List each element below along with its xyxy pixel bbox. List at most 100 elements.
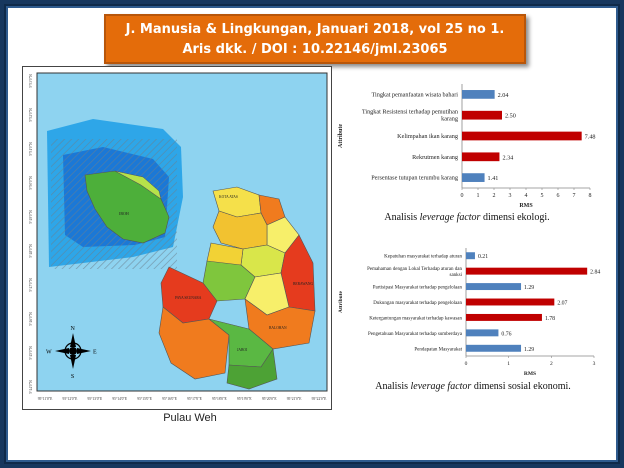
bar <box>466 283 522 291</box>
category-label: Rekrutmen karang <box>412 154 458 161</box>
map-frame <box>36 72 328 392</box>
x-tick-label: 5 <box>541 193 544 199</box>
bar <box>462 90 495 99</box>
y-axis-label: Attribute <box>338 290 344 313</box>
bar-value-label: 0.21 <box>478 254 488 260</box>
x-tick-label: 0 <box>461 193 464 199</box>
map-canvas: 5°53'0"N 5°52'0"N 5°51'0"N 5°50'0"N 5°49'0"N… <box>29 72 328 401</box>
lon-label: 95°16'0"E <box>162 397 178 401</box>
lat-label: 5°48'0"N <box>29 244 33 258</box>
compass-w: W <box>46 350 52 356</box>
lon-label: 95°18'0"E <box>212 397 228 401</box>
x-tick-label: 2 <box>493 193 496 199</box>
region-label-balohan: BALOHAN <box>269 326 287 330</box>
x-tick-label: 6 <box>557 193 560 199</box>
lat-label: 5°51'0"N <box>29 142 33 156</box>
category-label: Ketergantungan masyarakat terhadap kawas… <box>369 316 462 321</box>
lat-label: 5°47'0"N <box>29 278 33 292</box>
category-label: Partisipasi Masyarakat terhadap pengelol… <box>373 286 463 291</box>
bar <box>466 252 475 260</box>
journal-citation: J. Manusia & Lingkungan, Januari 2018, v… <box>125 22 505 37</box>
lon-label: 95°19'0"E <box>237 397 253 401</box>
bar-value-label: 1.41 <box>488 175 499 182</box>
latitude-labels: 5°53'0"N 5°52'0"N 5°51'0"N 5°50'0"N 5°49'0"N… <box>29 74 33 394</box>
ecology-caption: Analisis leverage factor dimensi ekologi… <box>342 212 592 223</box>
category-label: Kelimpahan ikan karang <box>397 133 458 140</box>
lat-label: 5°53'0"N <box>29 74 33 88</box>
category-label: Pendapatan Masyarakat <box>414 347 462 352</box>
ecology-caption-pre: Analisis <box>384 212 420 223</box>
x-tick-label: 7 <box>573 193 576 199</box>
category-label: Pemahaman dengan Lokal Terhadap aturan d… <box>367 267 463 278</box>
journal-banner: J. Manusia & Lingkungan, Januari 2018, v… <box>104 14 526 64</box>
bar-value-label: 2.07 <box>557 301 567 307</box>
region-keuneukai <box>226 348 278 390</box>
category-label: Persentase tutupan terumbu karang <box>371 175 458 182</box>
region-label-berawang: BERAWANG <box>293 282 313 286</box>
region-label-jaboi: JABOI <box>237 348 248 352</box>
bar <box>466 267 588 275</box>
lat-label: 5°50'0"N <box>29 176 33 190</box>
x-tick-label: 3 <box>593 361 596 367</box>
longitude-labels: 95°11'0"E 95°12'0"E 95°13'0"E 95°14'0"E 95°1… <box>38 397 327 401</box>
region-kota-bawah <box>212 210 268 250</box>
lat-label: 5°44'0"N <box>29 380 33 394</box>
bar-value-label: 2.50 <box>505 113 516 120</box>
x-tick-label: 2 <box>550 361 553 367</box>
social-chart: 0 1 2 3 RMS Attribute 0.21 Kepatuhan masyarakat… <box>336 246 604 380</box>
bar <box>462 110 502 120</box>
social-chart-svg: 0 1 2 3 RMS Attribute 0.21 Kepatuhan masyarakat… <box>338 248 600 377</box>
bar-value-label: 0.76 <box>501 331 511 337</box>
lon-label: 95°13'0"E <box>87 397 103 401</box>
bar-value-label: 1.29 <box>524 347 534 353</box>
map-caption: Pulau Weh <box>163 412 217 424</box>
x-tick-label: 1 <box>477 193 480 199</box>
lon-label: 95°15'0"E <box>137 397 153 401</box>
bar <box>466 298 555 306</box>
lat-label: 5°52'0"N <box>29 108 33 122</box>
social-caption: Analisis leverage factor dimensi sosial … <box>342 381 604 392</box>
x-tick-label: 8 <box>589 193 592 199</box>
social-caption-post: dimensi sosial ekonomi. <box>471 381 571 392</box>
region-west-light <box>114 170 162 200</box>
lon-label: 95°12'0"E <box>63 397 79 401</box>
doi-line: Aris dkk. / DOI : 10.22146/jml.23065 <box>182 42 448 57</box>
category-label: Kepatuhan masyarakat terhadap aturan <box>384 255 462 260</box>
lon-label: 95°21'0"E <box>287 397 303 401</box>
x-tick-label: 3 <box>509 193 512 199</box>
compass-e: E <box>93 350 97 356</box>
lat-label: 5°45'0"N <box>29 346 33 360</box>
category-label: Pengetahuan Masyarakat terhadap sumberda… <box>368 332 463 337</box>
bar-value-label: 7.48 <box>585 134 596 141</box>
region-iboih-south <box>158 306 230 380</box>
region-label-kota-atas: KOTA ATAS <box>219 195 238 199</box>
region-label-iboh: IBOH <box>119 211 129 216</box>
ecology-chart-svg: 0 1 2 3 4 5 6 7 8 RMS Attribute 2.04 Tingkat pemanfa… <box>338 84 596 209</box>
bar <box>462 131 582 141</box>
ecology-chart: 0 1 2 3 4 5 6 7 8 RMS Attribute 2.04 Tingkat pemanfa… <box>336 80 598 212</box>
lat-label: 5°49'0"N <box>29 210 33 224</box>
y-axis-label: Attribute <box>338 124 344 148</box>
bar <box>466 344 522 352</box>
category-label: Tingkat Resistensi terhadap pemutihan kar… <box>362 109 458 123</box>
bar <box>462 152 500 162</box>
lon-label: 95°17'0"E <box>187 397 203 401</box>
x-axis-label: RMS <box>524 371 536 377</box>
bar-value-label: 2.34 <box>502 154 513 161</box>
lon-label: 95°20'0"E <box>262 397 278 401</box>
social-caption-pre: Analisis <box>375 381 411 392</box>
bar <box>462 173 485 182</box>
x-tick-label: 0 <box>465 361 468 367</box>
lon-label: 95°11'0"E <box>38 397 53 401</box>
bar-value-label: 2.84 <box>590 270 600 276</box>
lon-label: 95°22'0"E <box>312 397 328 401</box>
category-label: Tingkat pemanfaatan wisata bahari <box>371 91 458 98</box>
social-caption-em: leverage factor <box>410 381 472 392</box>
north-arrow: N S E W <box>46 326 97 380</box>
compass-s: S <box>71 374 74 380</box>
bar <box>466 329 499 337</box>
bar-value-label: 1.29 <box>524 285 534 291</box>
region-label-paya-seunara: PAYA SEUNARA <box>175 296 202 300</box>
lat-label: 5°46'0"N <box>29 312 33 326</box>
ecology-caption-em: leverage factor <box>419 212 481 223</box>
